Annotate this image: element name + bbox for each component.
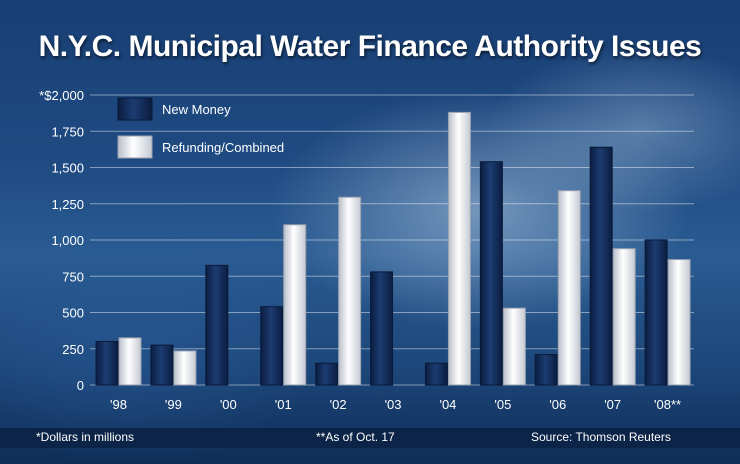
x-tick-label: '06: [549, 397, 566, 412]
x-tick-label: '02: [330, 397, 347, 412]
legend-label-refunding: Refunding/Combined: [162, 140, 284, 155]
bar-refunding: [118, 337, 142, 386]
chart-title: N.Y.C. Municipal Water Finance Authority…: [38, 30, 702, 63]
y-tick-label: 750: [62, 269, 84, 284]
y-tick-label: 1,250: [51, 197, 84, 212]
date-note: **As of Oct. 17: [316, 430, 395, 444]
bar-refunding: [283, 224, 307, 386]
legend: New Money Refunding/Combined: [117, 97, 284, 159]
y-tick-label: 1,750: [51, 124, 84, 139]
bar-refunding: [173, 350, 197, 386]
x-tick-label: '05: [494, 397, 511, 412]
bar-refunding: [338, 196, 362, 386]
bar-refunding: [557, 190, 581, 386]
bar-new-money: [95, 341, 119, 386]
legend-label-new-money: New Money: [162, 102, 231, 117]
bar-refunding: [612, 248, 636, 386]
y-tick-label: 0: [77, 378, 84, 393]
bar-refunding: [447, 111, 471, 386]
bar-new-money: [260, 306, 284, 386]
x-tick-label: '08**: [654, 397, 681, 412]
units-note: *Dollars in millions: [36, 430, 135, 444]
bar-new-money: [479, 161, 503, 386]
y-tick-label: 500: [62, 306, 84, 321]
y-tick-label: 1,500: [51, 161, 84, 176]
bar-refunding: [502, 307, 526, 386]
x-tick-label: '99: [165, 397, 182, 412]
x-tick-label: '07: [604, 397, 621, 412]
bars: [95, 111, 691, 386]
bar-new-money: [534, 354, 558, 386]
bar-new-money: [370, 271, 394, 386]
x-tick-label: '03: [385, 397, 402, 412]
x-tick-label: '01: [275, 397, 292, 412]
bar-new-money: [644, 239, 668, 386]
x-axis-ticks: '98 '99 '00 '01 '02 '03 '04 '05 '06 '07 '08**: [110, 397, 681, 412]
bar-new-money: [205, 264, 229, 386]
legend-swatch-refunding: [117, 135, 153, 159]
x-tick-label: '98: [110, 397, 127, 412]
y-tick-label: *$2,000: [39, 88, 84, 103]
bar-new-money: [150, 344, 174, 386]
bar-new-money: [589, 146, 613, 386]
y-tick-label: 1,000: [51, 233, 84, 248]
bar-new-money: [315, 362, 339, 386]
legend-swatch-new-money: [117, 97, 153, 121]
footer-bar: *Dollars in millions **As of Oct. 17 Sou…: [0, 428, 740, 448]
y-tick-label: 250: [62, 342, 84, 357]
x-tick-label: '04: [439, 397, 456, 412]
bar-new-money: [424, 362, 448, 386]
source-note: Source: Thomson Reuters: [531, 430, 671, 444]
bar-refunding: [667, 259, 691, 386]
x-tick-label: '00: [220, 397, 237, 412]
y-axis-ticks: 0 250 500 750 1,000 1,250 1,500 1,750 *$2,000: [39, 88, 84, 393]
